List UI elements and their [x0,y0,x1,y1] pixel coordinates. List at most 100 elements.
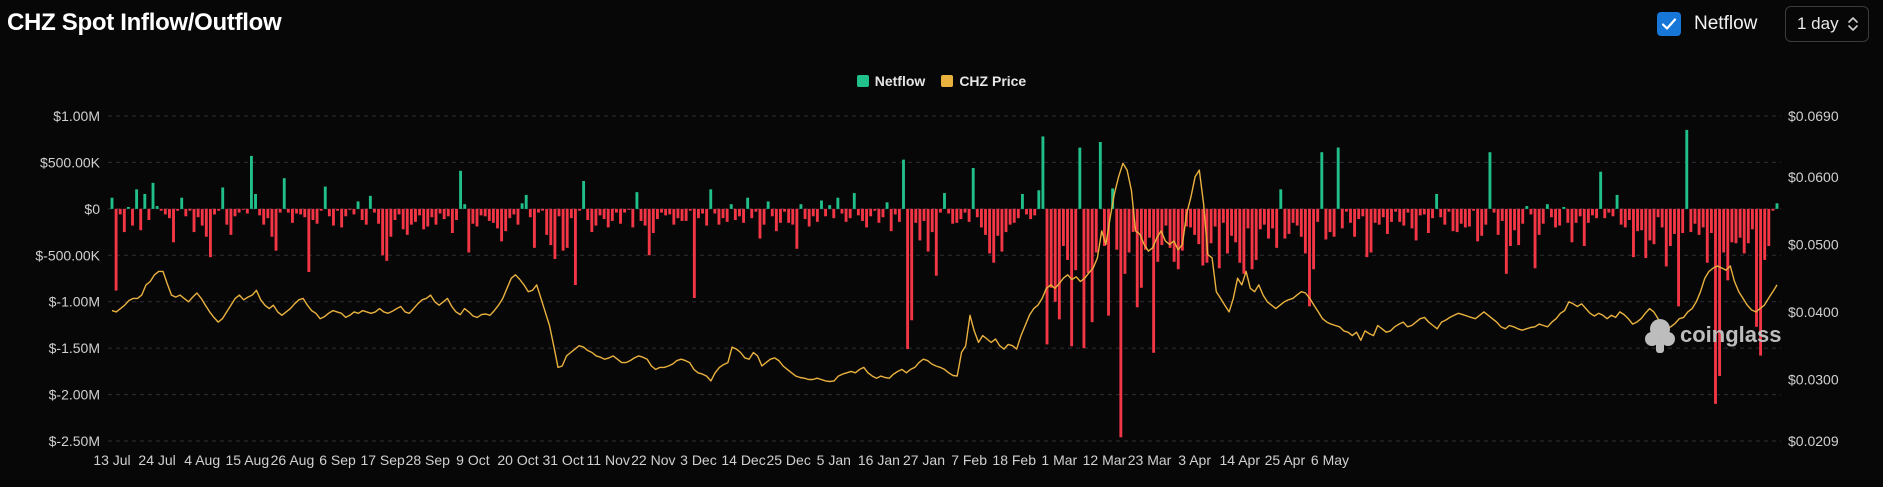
netflow-bar [787,208,791,223]
netflow-bar [951,208,955,224]
netflow-bar [442,208,446,220]
netflow-bar [1689,208,1693,233]
netflow-bar [627,208,631,210]
netflow-bar [1697,208,1701,235]
netflow-bar [1369,208,1373,253]
netflow-bar [1574,208,1578,223]
netflow-bar [832,208,836,219]
netflow-bar [450,208,454,233]
netflow-bar [815,208,819,222]
netflow-toggle-label[interactable]: Netflow [1694,13,1758,34]
checkmark-icon [1661,18,1677,30]
netflow-bar [463,204,467,209]
netflow-bar [1636,208,1639,232]
netflow-bar [733,208,737,220]
netflow-bar [524,194,528,209]
netflow-bar [725,208,729,222]
netflow-bar [188,208,192,211]
netflow-bar [1554,208,1557,228]
netflow-bar [606,208,610,228]
netflow-bar [1525,206,1529,209]
netflow-bar [1578,208,1582,217]
y-right-tick-label: $0.0600 [1788,169,1839,185]
netflow-bar [1426,208,1430,233]
netflow-bar [619,208,622,224]
netflow-bar [614,208,618,213]
netflow-bar [885,202,889,209]
netflow-bar [848,208,852,219]
netflow-bar [1238,208,1242,263]
netflow-bar [1447,208,1451,212]
netflow-bar [159,208,163,211]
netflow-bar [701,208,704,214]
interval-select[interactable]: 1 day [1785,6,1869,42]
netflow-bar [873,208,877,211]
netflow-bar [561,208,565,251]
netflow-bar [1537,208,1541,235]
netflow-bar [1529,208,1533,215]
netflow-bar [783,208,786,212]
netflow-bar [233,208,237,217]
netflow-bar [1615,194,1619,209]
netflow-bar [852,193,856,209]
netflow-bar [672,208,676,225]
netflow-bar [114,208,118,291]
netflow-bar [1558,208,1562,226]
netflow-bar [930,208,934,233]
netflow-bar [532,208,536,248]
netflow-bar [352,208,356,215]
netflow-bar [1750,208,1754,230]
netflow-bar [1016,208,1020,219]
netflow-bar [1316,208,1320,222]
x-tick-label: 5 Jan [817,452,851,468]
netflow-bar [713,208,717,214]
netflow-bar [512,208,516,215]
netflow-bar [738,208,741,217]
netflow-bar [1020,194,1024,209]
legend-label-netflow: Netflow [874,73,926,89]
netflow-bar [381,208,385,256]
netflow-bar [1472,208,1475,211]
netflow-bar [1361,208,1365,217]
netflow-bar [1652,208,1656,245]
x-tick-label: 22 Nov [631,452,675,468]
x-tick-label: 3 Apr [1178,452,1211,468]
netflow-bar [118,208,122,215]
netflow-bar [709,189,713,209]
netflow-bar [553,208,557,259]
netflow-bar [762,208,766,225]
netflow-bar [1025,208,1028,215]
x-tick-label: 25 Apr [1265,452,1306,468]
netflow-checkbox[interactable] [1657,12,1681,36]
y-left-tick-label: $500.00K [40,154,101,170]
netflow-bar [651,208,655,233]
netflow-bar [688,208,692,211]
netflow-bar [746,197,750,209]
netflow-bar [742,208,745,223]
netflow-bar [795,208,799,249]
netflow-bar [856,208,860,216]
netflow-bar [303,208,307,218]
netflow-bar [229,208,233,235]
netflow-bar [1176,208,1180,270]
netflow-bar [389,208,393,237]
netflow-bar [397,208,401,215]
netflow-bar [893,208,897,215]
netflow-bar [668,208,672,215]
netflow-bar [122,208,126,233]
legend-item-price[interactable]: CHZ Price [941,73,1026,89]
legend-item-netflow[interactable]: Netflow [856,73,926,89]
netflow-bar [459,170,463,209]
netflow-bar [1078,147,1082,209]
netflow-bar [1488,152,1492,209]
netflow-bar [1057,208,1061,320]
netflow-bar [184,208,188,217]
netflow-bar [1660,208,1664,228]
x-tick-label: 26 Aug [271,452,315,468]
netflow-bar [803,208,807,220]
netflow-bar [684,208,688,221]
netflow-bar [258,208,262,216]
y-left-tick-label: $-1.00M [49,294,100,310]
netflow-bar [811,208,815,217]
